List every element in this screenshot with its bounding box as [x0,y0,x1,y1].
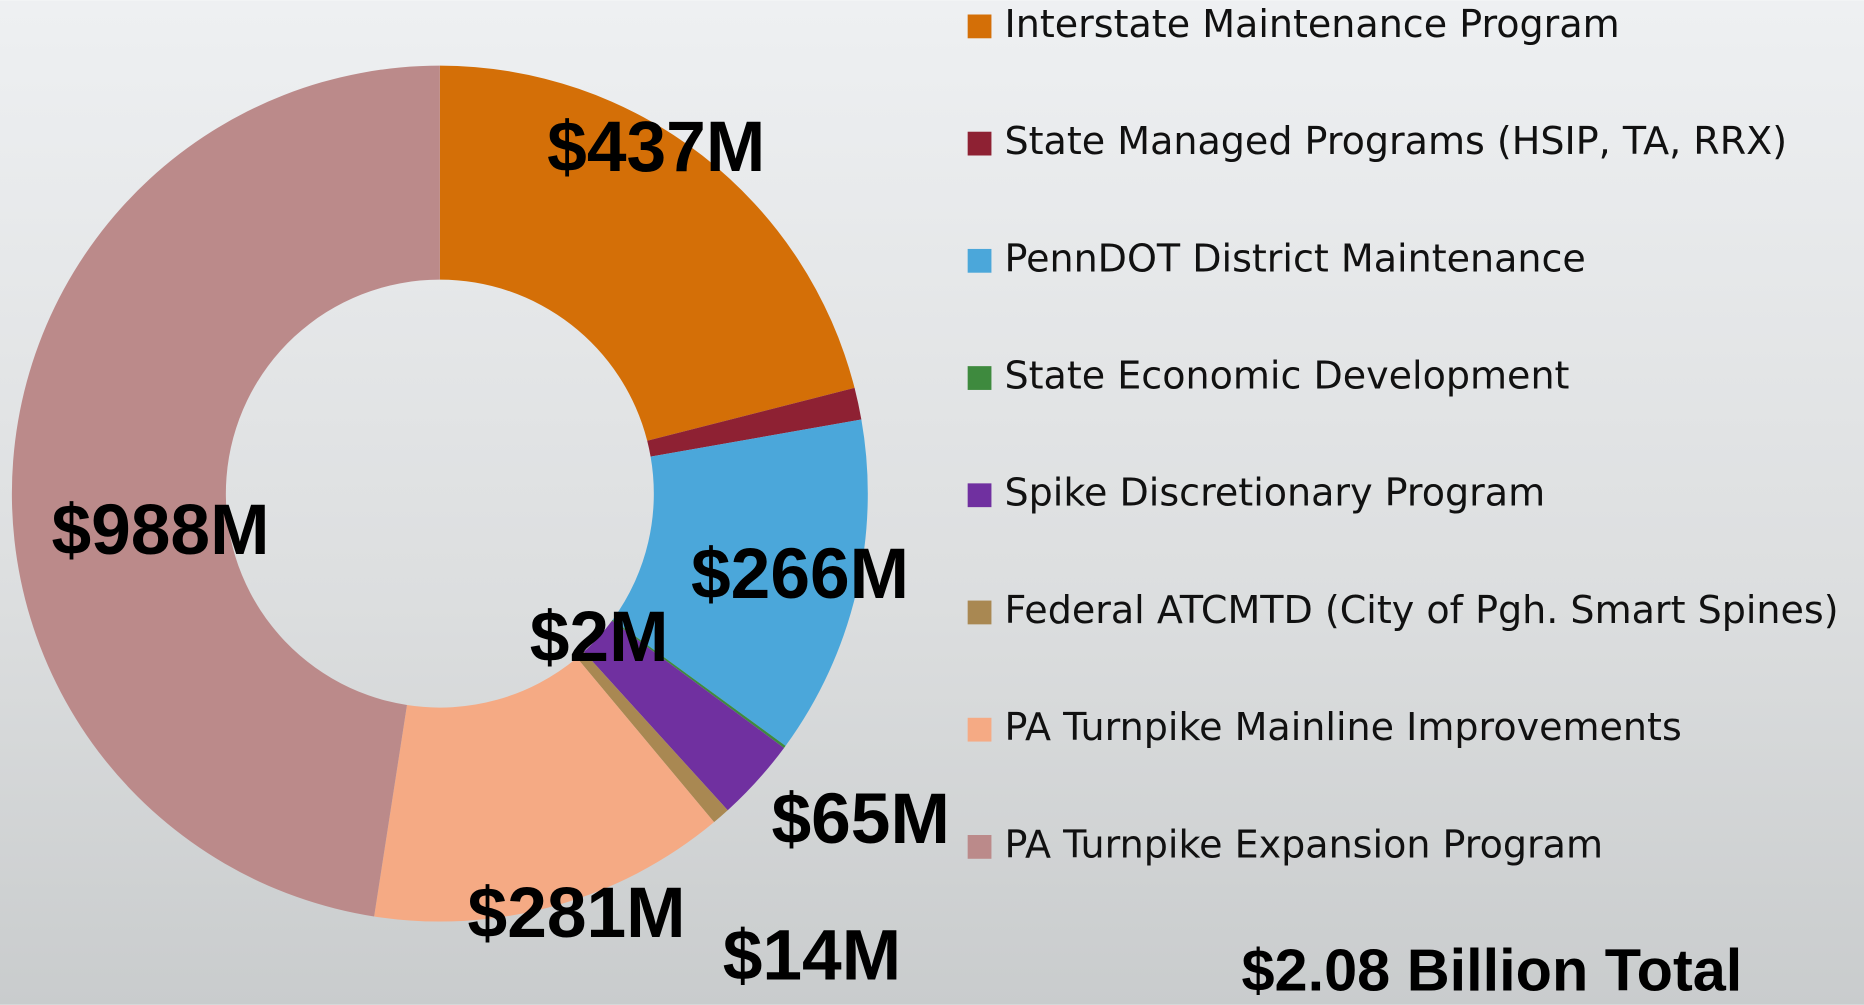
donut-slice [612,419,868,746]
legend-swatch [967,366,992,390]
total-annotation: $2.08 Billion Total [1242,937,1743,1004]
legend-swatch [967,14,992,39]
donut-slice [611,619,786,748]
donut-slice [439,65,855,441]
donut-slice [576,651,728,823]
legend-label: PA Turnpike Mainline Improvements [1005,705,1682,749]
donut-slice [583,620,785,811]
legend-label: State Economic Development [1005,354,1570,398]
legend-label: Spike Discretionary Program [1005,471,1546,515]
value-label: $2M [530,597,669,677]
legend-label: Interstate Maintenance Program [1005,2,1620,46]
value-label: $988M [51,490,269,570]
legend-swatch [967,600,992,625]
legend-label: PennDOT District Maintenance [1005,236,1586,280]
legend-swatch [967,717,992,742]
value-label: $14M [723,916,901,996]
donut-slice [11,65,440,917]
value-label: $281M [468,873,686,953]
donut-slice [374,657,715,922]
legend-swatch [967,835,992,859]
legend-label: State Managed Programs (HSIP, TA, RRX) [1005,119,1788,163]
legend-label: Federal ATCMTD (City of Pgh. Smart Spine… [1005,588,1839,632]
legend-label: PA Turnpike Expansion Program [1005,822,1603,866]
donut-slice [647,387,862,457]
value-label: $65M [771,779,949,859]
value-label: $437M [547,107,765,187]
legend-swatch [967,483,992,508]
value-label: $266M [691,534,909,614]
legend-swatch [967,248,992,273]
legend-swatch [967,131,992,156]
